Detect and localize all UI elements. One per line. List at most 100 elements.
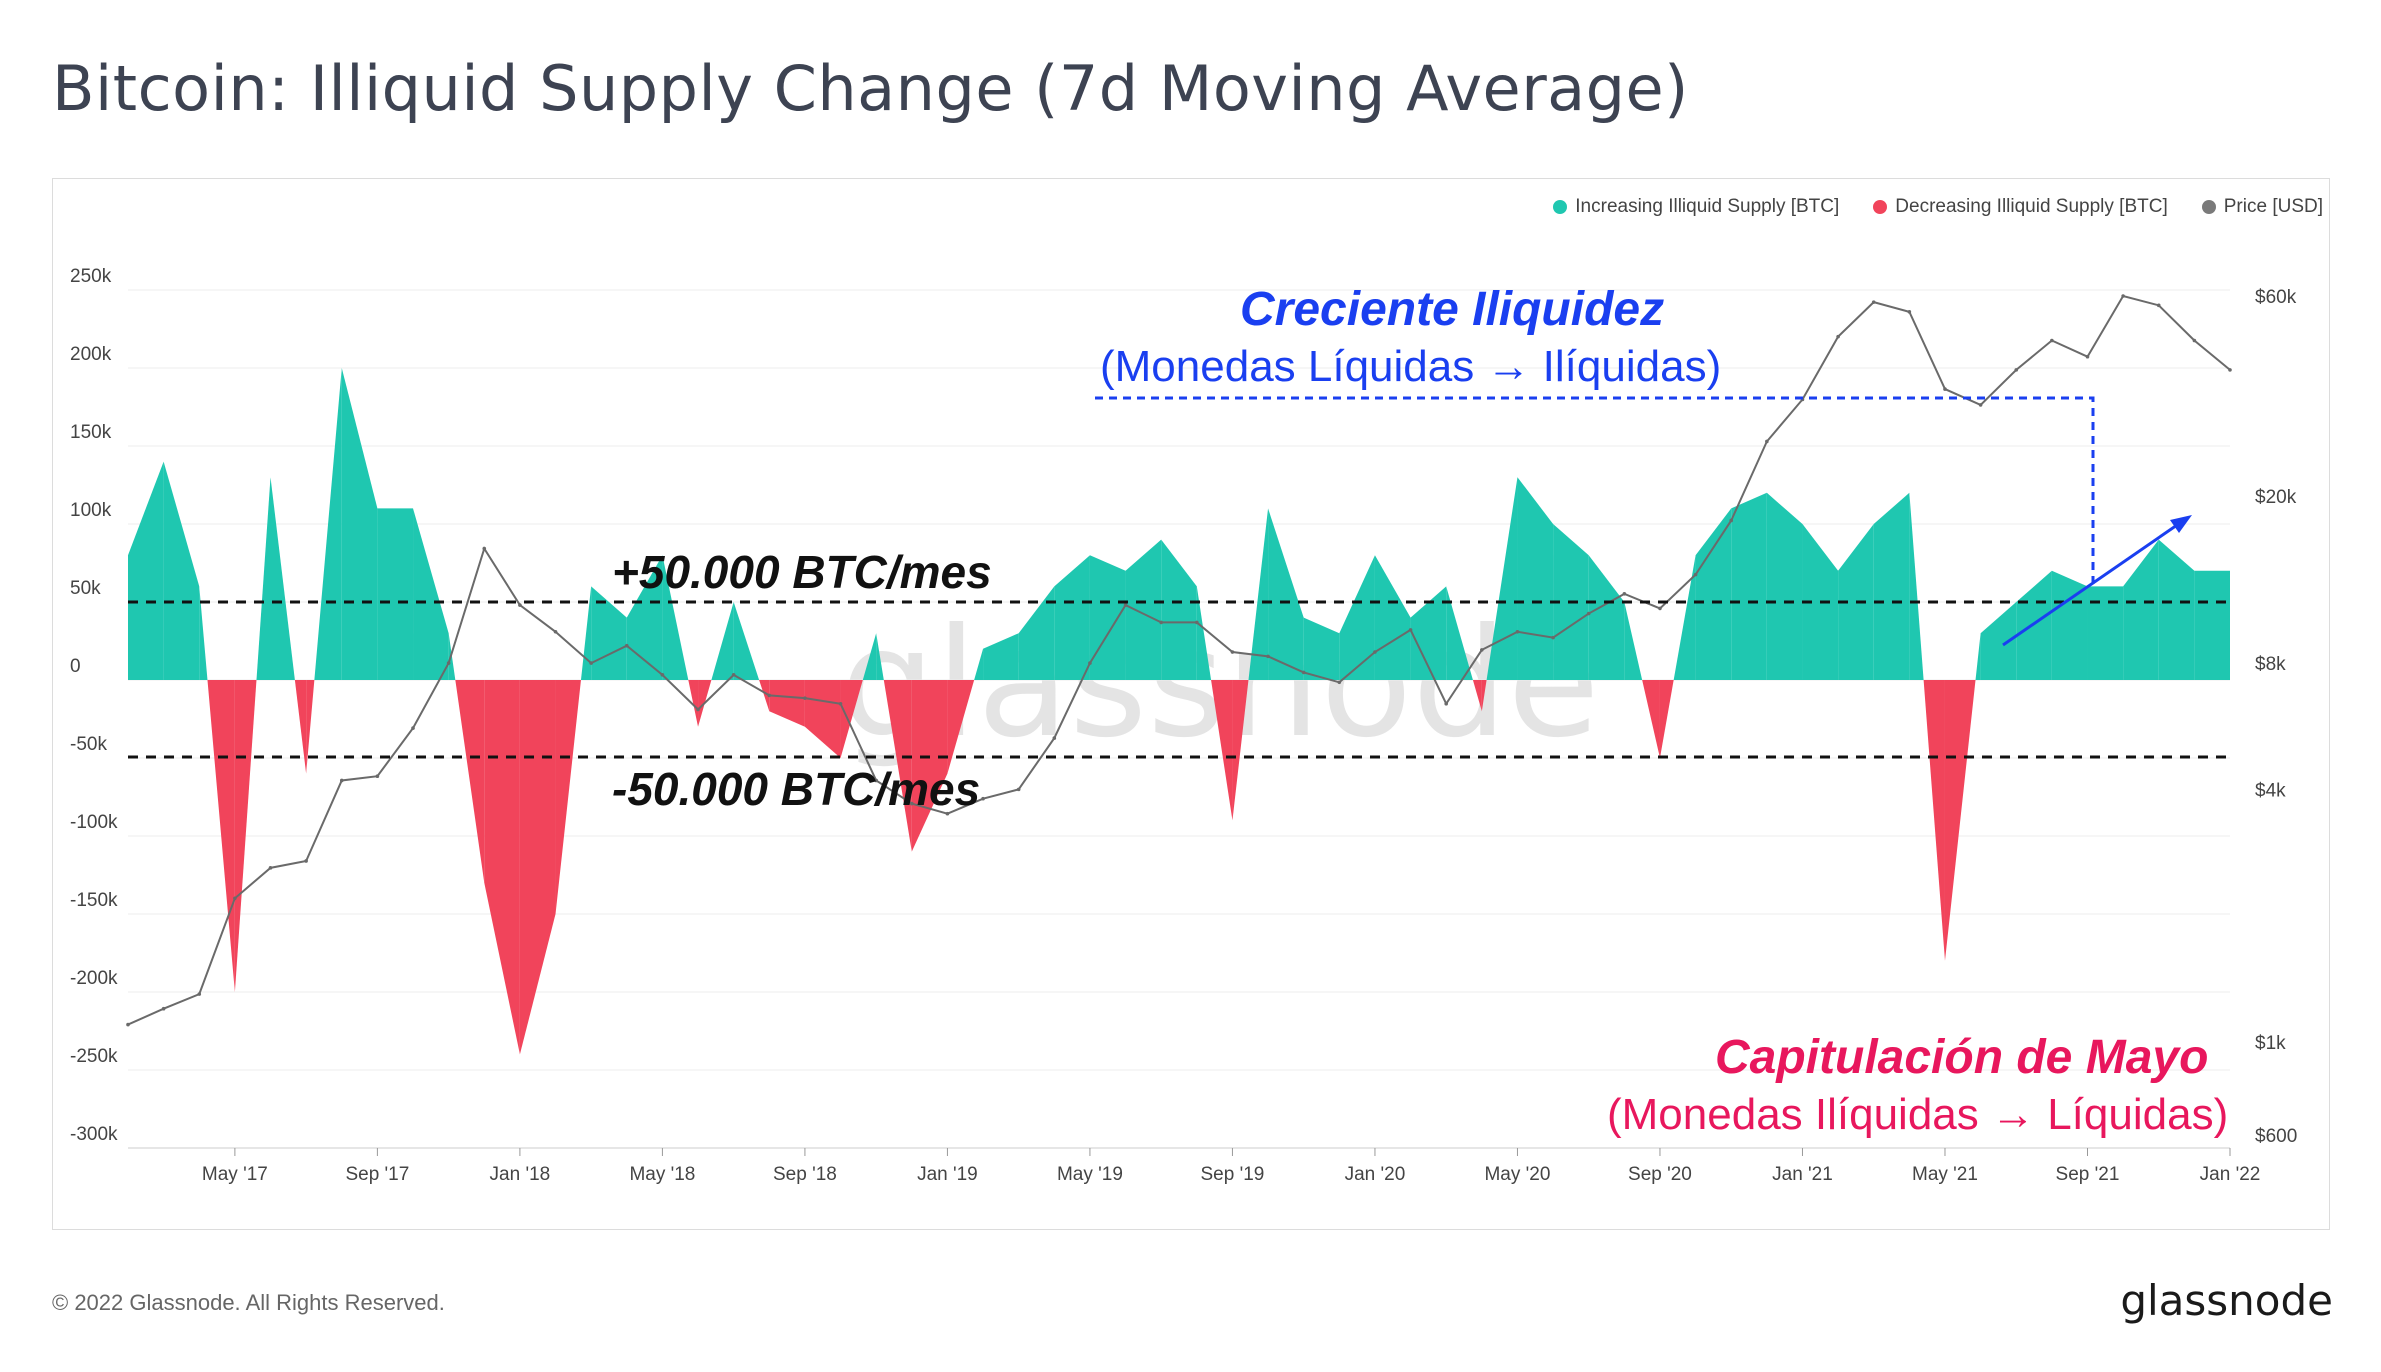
area-segment bbox=[804, 680, 841, 758]
legend-dot-icon bbox=[1873, 200, 1888, 214]
x-tick-label: Jan '18 bbox=[490, 1164, 551, 1185]
area-segment bbox=[911, 680, 948, 852]
price-point bbox=[2050, 338, 2054, 343]
area-segment bbox=[341, 368, 378, 680]
legend-item-price[interactable]: Price [USD] bbox=[2201, 196, 2323, 218]
chart-panel bbox=[52, 178, 2330, 1230]
y-tick-label: 150k bbox=[70, 422, 112, 443]
price-point bbox=[1480, 648, 1484, 652]
y-right-tick-label: $8k bbox=[2255, 654, 2286, 675]
price-point bbox=[482, 546, 487, 551]
area-segment bbox=[688, 680, 699, 727]
area-segment bbox=[270, 477, 295, 680]
y-tick-label: 50k bbox=[70, 578, 101, 599]
x-tick-label: Jan '20 bbox=[1345, 1164, 1406, 1185]
x-tick-label: Jan '19 bbox=[917, 1164, 978, 1185]
x-tick-label: May '21 bbox=[1912, 1164, 1978, 1185]
price-point bbox=[1586, 611, 1591, 616]
price-point bbox=[803, 696, 807, 700]
legend-label: Price [USD] bbox=[2223, 196, 2323, 217]
price-point bbox=[1052, 736, 1057, 740]
price-series-line bbox=[127, 294, 2231, 1026]
legend-item-increasing[interactable]: Increasing Illiquid Supply [BTC] bbox=[1553, 196, 1839, 218]
x-tick-label: Sep '17 bbox=[345, 1164, 409, 1185]
area-segment bbox=[1980, 602, 2017, 680]
price-point bbox=[1907, 310, 1912, 314]
x-tick-label: May '18 bbox=[629, 1164, 695, 1185]
y-axis-right: $60k $20k $8k $4k $1k $600 bbox=[2255, 287, 2297, 1147]
price-point bbox=[233, 896, 237, 901]
price-point bbox=[339, 778, 344, 783]
x-tick-label: Sep '19 bbox=[1201, 1164, 1265, 1185]
area-segment bbox=[1731, 492, 1767, 680]
price-point bbox=[2014, 368, 2019, 372]
price-point bbox=[1301, 670, 1306, 675]
area-segment bbox=[1089, 555, 1126, 680]
price-point bbox=[2085, 354, 2090, 359]
price-point bbox=[1765, 439, 1769, 444]
price-point bbox=[518, 603, 522, 607]
annotation-plus-line: +50.000 BTC/mes bbox=[612, 546, 992, 598]
legend-dot-icon bbox=[2201, 200, 2216, 214]
price-point bbox=[304, 859, 308, 863]
price-point bbox=[375, 774, 380, 778]
area-segment bbox=[1054, 555, 1090, 680]
area-segment bbox=[1339, 555, 1375, 680]
price-point bbox=[2228, 368, 2232, 372]
price-point bbox=[1337, 680, 1342, 685]
price-point bbox=[1943, 387, 1947, 391]
area-segment bbox=[983, 633, 1019, 680]
area-segment bbox=[2123, 539, 2159, 680]
area-segment bbox=[769, 680, 805, 727]
area-segment bbox=[484, 680, 520, 1055]
area-layer bbox=[128, 368, 2230, 1055]
price-point bbox=[696, 707, 700, 712]
area-segment bbox=[1624, 602, 1643, 680]
price-point bbox=[1551, 635, 1555, 640]
area-segment bbox=[1923, 680, 1945, 961]
area-segment bbox=[199, 586, 208, 680]
y-tick-label: -300k bbox=[70, 1124, 118, 1145]
area-segment bbox=[2194, 570, 2230, 680]
price-point bbox=[1016, 787, 1021, 792]
price-point bbox=[874, 778, 878, 783]
y-right-tick-label: $1k bbox=[2255, 1033, 2286, 1054]
price-point bbox=[197, 992, 202, 996]
area-segment bbox=[1695, 508, 1732, 680]
area-segment bbox=[2158, 539, 2195, 680]
price-point bbox=[1159, 620, 1163, 625]
price-point bbox=[411, 726, 415, 730]
area-segment bbox=[1161, 539, 1197, 680]
area-segment bbox=[163, 461, 200, 680]
copyright-text: © 2022 Glassnode. All Rights Reserved. bbox=[52, 1290, 445, 1315]
area-segment bbox=[1018, 586, 1055, 680]
price-point bbox=[2121, 294, 2125, 298]
y-tick-label: 100k bbox=[70, 500, 112, 521]
area-segment bbox=[1486, 477, 1518, 680]
price-point bbox=[945, 811, 950, 816]
price-point bbox=[1871, 300, 1876, 304]
area-segment bbox=[448, 633, 456, 680]
area-segment bbox=[698, 680, 712, 727]
price-point bbox=[1373, 650, 1377, 654]
area-segment bbox=[1642, 680, 1660, 758]
area-segment bbox=[555, 680, 581, 914]
x-tick-label: Jan '22 bbox=[2200, 1164, 2261, 1185]
x-tick-label: May '20 bbox=[1484, 1164, 1550, 1185]
page-title: Bitcoin: Illiquid Supply Change (7d Movi… bbox=[52, 52, 1689, 125]
area-segment bbox=[1909, 492, 1924, 680]
area-segment bbox=[711, 602, 734, 680]
legend-item-decreasing[interactable]: Decreasing Illiquid Supply [BTC] bbox=[1873, 196, 2168, 218]
price-point bbox=[589, 661, 593, 665]
area-segment bbox=[1125, 539, 1162, 680]
area-segment bbox=[1659, 680, 1674, 758]
x-tick-label: Jan '21 bbox=[1772, 1164, 1833, 1185]
area-segment bbox=[759, 680, 770, 712]
y-tick-label: 0 bbox=[70, 656, 81, 677]
x-tick-label: Sep '18 bbox=[773, 1164, 837, 1185]
area-segment bbox=[1410, 586, 1447, 680]
price-point bbox=[1693, 572, 1698, 577]
y-right-tick-label: $4k bbox=[2255, 780, 2286, 801]
area-segment bbox=[1766, 492, 1803, 680]
